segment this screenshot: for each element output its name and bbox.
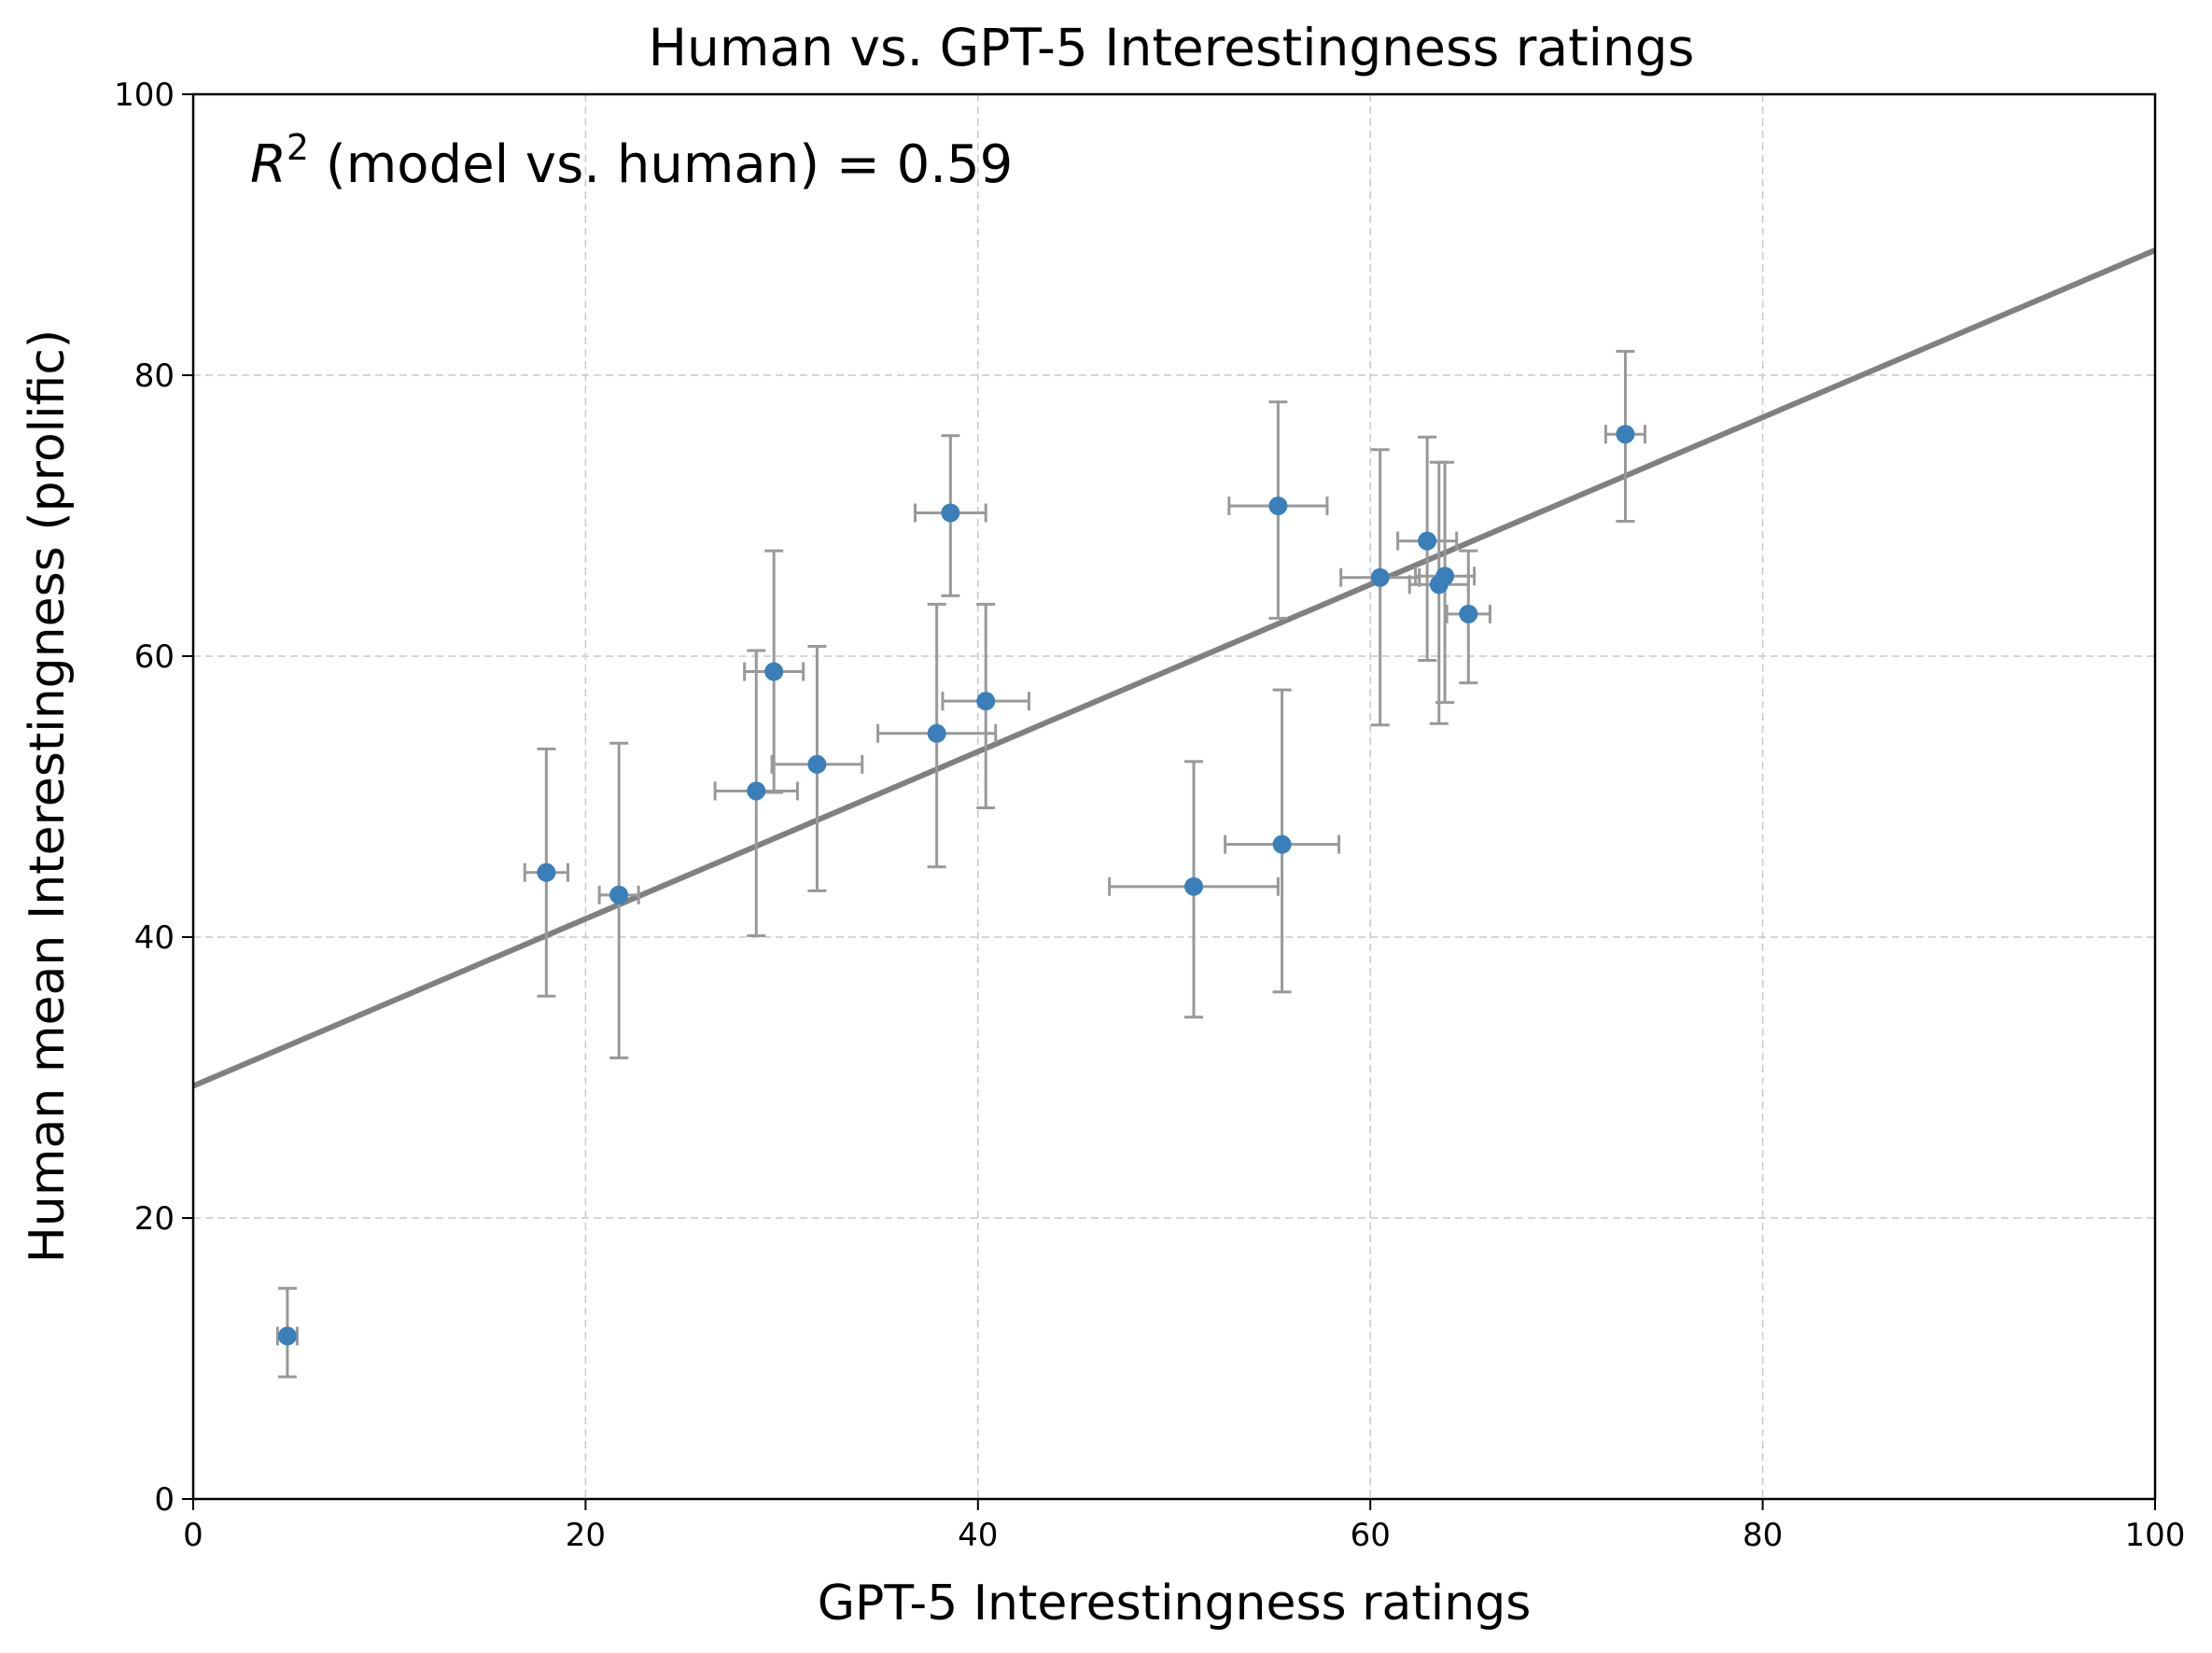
r-squared-annotation: R2 (model vs. human) = 0.59 (250, 127, 1013, 195)
x-tick-label: 100 (2125, 1517, 2186, 1554)
data-point (976, 692, 996, 711)
data-point (747, 781, 766, 801)
y-tick-label: 80 (134, 357, 175, 395)
data-point (764, 662, 784, 681)
plot-frame (191, 92, 2157, 1501)
r-symbol: R (250, 134, 287, 195)
y-tick-label: 100 (114, 77, 175, 114)
data-point (927, 723, 946, 743)
y-tick-label: 20 (134, 1200, 175, 1238)
r-squared-text: (model vs. human) = 0.59 (309, 134, 1013, 195)
y-tick-label: 0 (154, 1481, 175, 1519)
data-point (807, 754, 827, 774)
y-axis-label: Human mean Interestingness (prolific) (20, 329, 76, 1263)
data-point (1435, 567, 1455, 586)
x-tick-label: 0 (183, 1517, 203, 1554)
data-point (537, 862, 556, 882)
data-point (277, 1326, 297, 1346)
y-axis-ticks: 0 20 40 60 80 100 (114, 77, 193, 1519)
x-tick-label: 40 (958, 1517, 998, 1554)
data-point (941, 503, 960, 523)
x-axis-ticks: 0 20 40 60 80 100 (183, 1499, 2185, 1554)
y-tick-label: 40 (134, 919, 175, 957)
chart-title: Human vs. GPT-5 Interestingness ratings (649, 18, 1695, 77)
data-point (1272, 834, 1292, 854)
data-point (609, 885, 629, 904)
data-point (1616, 425, 1635, 444)
x-tick-label: 80 (1743, 1517, 1783, 1554)
r-superscript: 2 (287, 127, 309, 168)
x-axis-label: GPT-5 Interestingness ratings (818, 1576, 1532, 1632)
regression-line (191, 247, 2157, 1089)
regression-line-layer (191, 247, 2157, 1089)
data-point (1418, 531, 1437, 551)
data-point (1370, 567, 1390, 587)
data-point (1459, 604, 1478, 623)
x-tick-label: 60 (1351, 1517, 1391, 1554)
x-tick-label: 20 (566, 1517, 606, 1554)
y-tick-label: 60 (134, 638, 175, 676)
data-point (1184, 876, 1204, 896)
data-point (1268, 496, 1288, 515)
data-points (277, 425, 1635, 1346)
